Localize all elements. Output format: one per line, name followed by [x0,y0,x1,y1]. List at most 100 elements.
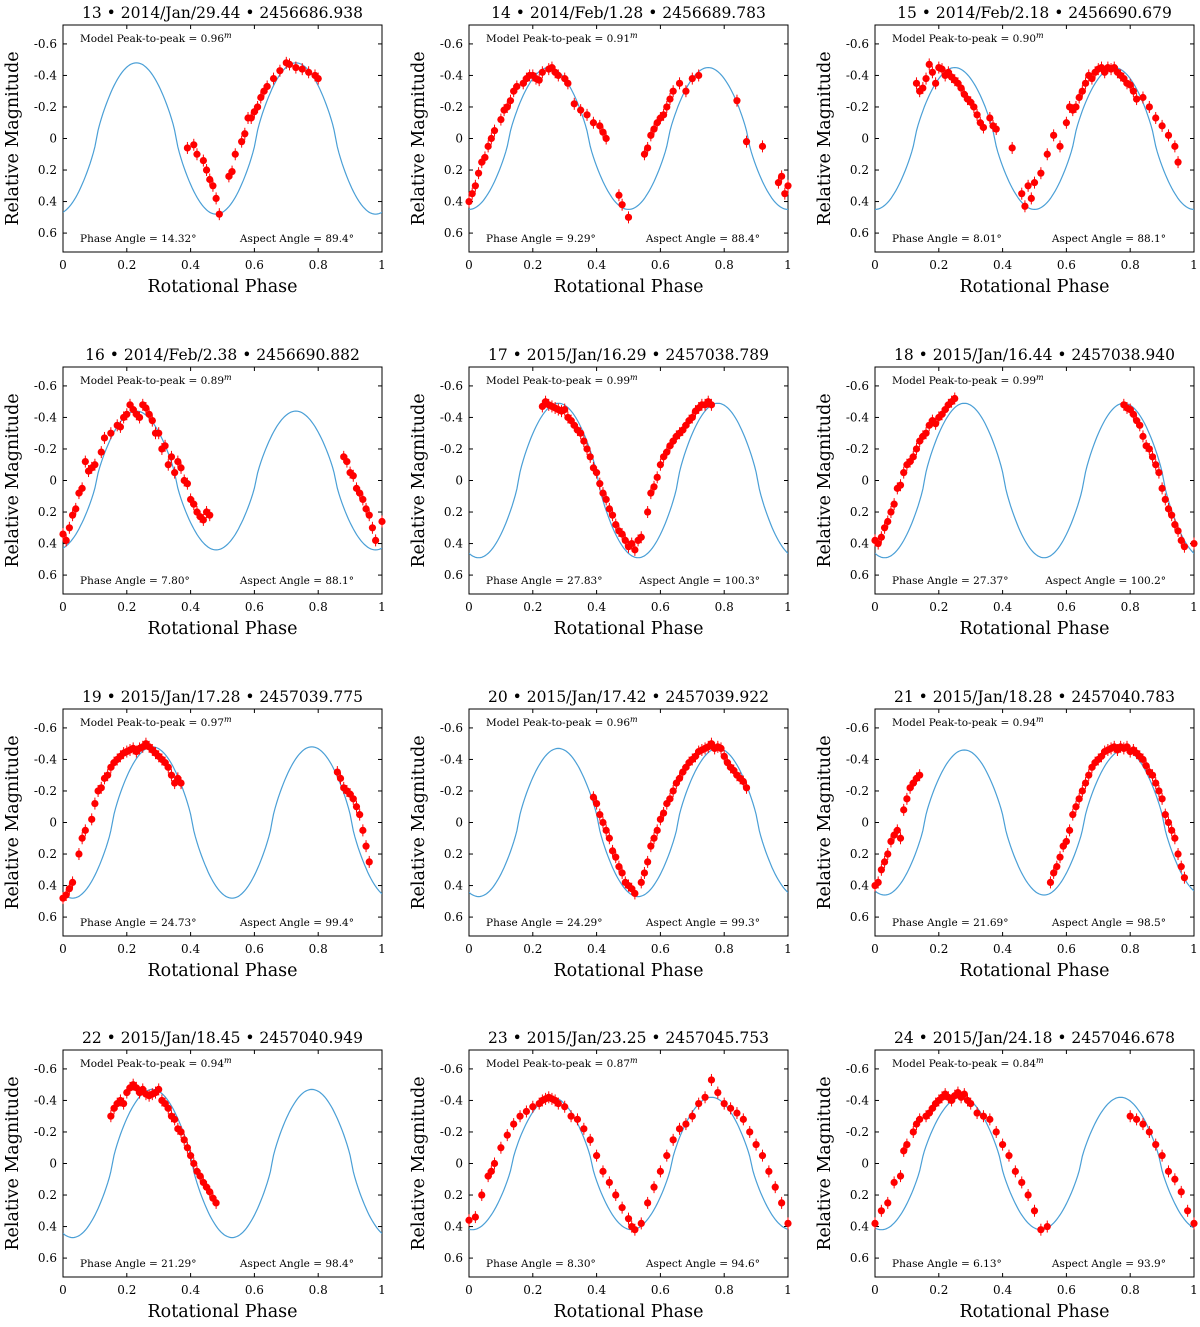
data-point [726,1104,735,1112]
x-tick-label: 0 [465,600,473,614]
data-point [1174,527,1182,535]
model-peak-label: Model Peak-to-peak = 0.90m [892,31,1044,45]
data-point [663,103,671,111]
data-point [739,777,747,786]
x-tick-label: 1 [784,942,792,956]
axes-frame [874,366,1195,595]
y-tick-label: -0.6 [34,37,57,51]
data-point [644,858,652,866]
x-tick-label: 0.4 [993,942,1012,956]
data-point [1062,119,1070,127]
data-point [209,182,217,190]
y-tick-label: 0.4 [850,195,869,209]
model-curve [469,402,788,559]
data-point [916,1115,924,1123]
y-tick-label: -0.2 [34,442,57,456]
data-point [1030,179,1039,187]
data-point [378,517,386,526]
x-tick-label: 0 [871,600,879,614]
data-point [960,1090,968,1098]
x-axis-label: Rotational Phase [553,277,703,297]
data-point [605,1178,613,1187]
model-peak-label: Model Peak-to-peak = 0.96m [80,31,232,45]
data-point [682,87,690,95]
data-point [91,799,99,808]
data-point [631,546,639,554]
data-point [1177,1188,1185,1196]
x-axis-label: Rotational Phase [959,1302,1109,1322]
x-tick-label: 0 [465,258,473,272]
data-point [612,1191,620,1199]
data-point [343,457,351,466]
data-point [1053,863,1061,871]
data-point [890,500,898,508]
data-point [359,495,367,504]
x-tick-label: 0 [59,258,67,272]
y-tick-label: 0.6 [38,568,57,582]
y-tick-label: -0.6 [34,379,57,393]
data-point [513,82,521,91]
y-axis-label: Relative Magnitude [409,735,429,909]
data-point [583,111,591,119]
data-point [1164,131,1173,139]
data-point [349,795,357,803]
data-point [59,530,67,538]
model-peak-label: Model Peak-to-peak = 0.89m [80,373,232,387]
x-tick-label: 0.4 [993,600,1012,614]
data-point [599,818,607,827]
data-point [624,1215,633,1223]
data-point [62,891,70,899]
data-point [669,1136,677,1144]
data-point [644,144,652,152]
data-point [75,850,83,858]
y-tick-label: 0.6 [850,910,869,924]
x-tick-label: 0 [59,942,67,956]
x-tick-label: 0.4 [587,258,606,272]
data-point [1056,142,1064,150]
data-point [471,1213,479,1221]
x-tick-label: 0.6 [1057,942,1076,956]
x-tick-label: 0.8 [309,258,328,272]
data-point [784,182,792,190]
data-point [487,1167,495,1175]
data-point [973,1109,981,1117]
data-point [1164,1167,1173,1175]
panel-title: 15 • 2014/Feb/2.18 • 2456690.679 [897,4,1172,22]
x-axis-label: Rotational Phase [147,277,297,297]
data-point [336,774,345,782]
data-point [1161,811,1169,819]
y-tick-label: 0.2 [444,505,463,519]
panel-title: 14 • 2014/Feb/1.28 • 2456689.783 [491,4,766,22]
data-point [1152,114,1160,122]
lightcurve-panel: 24 • 2015/Jan/24.18 • 2457046.678 0 0.2 0.4… [815,1029,1198,1322]
data-point [922,429,930,437]
data-point [333,768,341,776]
y-tick-label: 0.4 [850,879,869,893]
data-point [1148,453,1157,461]
phase-angle-label: Phase Angle = 9.29° [486,233,596,245]
x-tick-label: 0.8 [309,1283,328,1297]
data-point [81,826,89,834]
data-point [202,166,211,174]
data-point [615,191,623,199]
data-point [554,1099,562,1108]
data-point [529,1103,537,1111]
x-tick-label: 0 [59,1283,67,1297]
data-point [938,65,946,73]
data-point [765,1167,773,1175]
data-point [877,1207,885,1215]
data-point [666,795,674,803]
data-point [171,1115,179,1123]
lightcurve-panel: 19 • 2015/Jan/17.28 • 2457039.775 0 0.2 0.4… [3,688,386,981]
data-point [72,505,80,513]
axes-frame [62,708,383,937]
data-point [593,799,601,808]
x-tick-label: 0.2 [117,1283,136,1297]
data-point [206,511,214,519]
model-curve [875,402,1194,559]
y-tick-label: 0.4 [38,1220,57,1234]
data-point [758,1152,767,1160]
data-point [877,533,885,541]
y-tick-label: 0.2 [444,847,463,861]
data-point [1171,142,1179,150]
